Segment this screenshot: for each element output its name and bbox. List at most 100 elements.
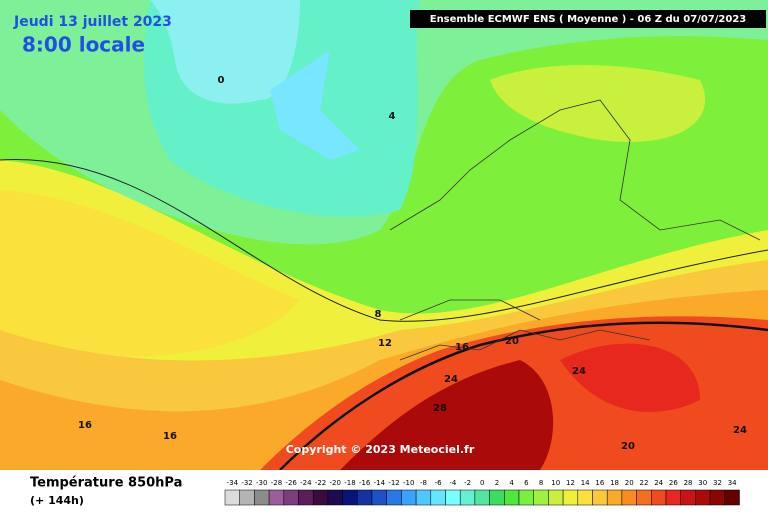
warm-atlantic — [0, 190, 300, 357]
legend-label: -14 — [374, 479, 386, 487]
footer-lead: (+ 144h) — [30, 494, 84, 507]
legend-swatch — [401, 489, 417, 506]
model-banner — [410, 10, 766, 28]
legend-swatch — [415, 489, 432, 506]
legend-swatch — [518, 489, 534, 506]
legend-label: -2 — [464, 479, 471, 487]
legend-swatch — [327, 489, 343, 506]
contour-label: 20 — [621, 441, 635, 452]
legend-swatch — [268, 489, 285, 506]
extreme-zone — [340, 360, 554, 470]
legend-label: 16 — [595, 479, 604, 487]
legend-swatch — [224, 489, 240, 506]
copyright: Copyright © 2023 Meteociel.fr — [286, 443, 475, 456]
legend-label: 2 — [495, 479, 499, 487]
legend-swatch — [724, 489, 740, 506]
legend-swatch — [533, 489, 549, 506]
legend-label: -30 — [256, 479, 267, 487]
contour-label: 24 — [733, 425, 747, 436]
legend-swatch — [709, 489, 726, 506]
legend-swatch — [577, 489, 593, 506]
legend-label: -26 — [285, 479, 297, 487]
legend-swatch — [357, 489, 373, 506]
forecast-time: 8:00 locale — [22, 33, 145, 57]
legend-swatch — [695, 489, 711, 506]
legend-swatch — [283, 489, 299, 506]
contour-label: 16 — [163, 431, 177, 442]
coastline — [389, 99, 761, 361]
legend-label: 34 — [728, 479, 737, 487]
legend-swatch — [489, 489, 505, 506]
legend-label: 30 — [698, 479, 707, 487]
legend-label: 0 — [480, 479, 484, 487]
contour-label: 24 — [572, 366, 586, 377]
contour-label: 4 — [389, 111, 396, 122]
contour-label: 0 — [218, 75, 225, 86]
legend-label: 12 — [566, 479, 575, 487]
legend-swatch — [621, 489, 637, 506]
footer-title: Température 850hPa — [30, 476, 182, 491]
legend-label: 26 — [669, 479, 678, 487]
contour-label: 24 — [444, 374, 458, 385]
contour-label: 8 — [375, 309, 382, 320]
legend-label: -18 — [344, 479, 355, 487]
contour-line — [0, 158, 768, 322]
legend-label: -12 — [388, 479, 399, 487]
legend-swatch — [680, 489, 696, 506]
model-info: Ensemble ECMWF ENS ( Moyenne ) - 06 Z du… — [430, 14, 747, 25]
legend-label: -6 — [435, 479, 443, 487]
legend-label: -10 — [403, 479, 414, 487]
legend-swatch — [592, 489, 608, 506]
legend-swatch — [342, 489, 358, 506]
scandinavia-warm — [490, 65, 706, 142]
legend-swatch — [459, 489, 476, 506]
legend-swatch — [651, 489, 667, 506]
legend-label: -20 — [330, 479, 341, 487]
legend-label: -8 — [420, 479, 427, 487]
legend-label: 32 — [713, 479, 722, 487]
legend-swatch — [298, 489, 314, 506]
contour-label: 16 — [78, 420, 92, 431]
legend-swatch — [548, 489, 564, 506]
greenland-tip — [270, 50, 360, 160]
legend-label: -22 — [315, 479, 326, 487]
legend-swatch — [665, 489, 681, 506]
legend-label: -16 — [359, 479, 371, 487]
legend-swatch — [445, 489, 461, 506]
legend-label: 22 — [639, 479, 648, 487]
legend-label: 6 — [524, 479, 529, 487]
legend-label: -34 — [227, 479, 239, 487]
legend-label: 8 — [539, 479, 543, 487]
legend-swatch — [430, 489, 446, 506]
legend-swatch — [562, 489, 579, 506]
legend-label: 14 — [581, 479, 590, 487]
legend-swatch — [474, 489, 490, 506]
contour-label: 12 — [378, 338, 392, 349]
legend-swatch — [386, 489, 402, 506]
legend-label: 20 — [625, 479, 634, 487]
legend-label: -24 — [300, 479, 312, 487]
legend-label: -32 — [241, 479, 252, 487]
legend-label: 10 — [551, 479, 560, 487]
legend-label: -28 — [271, 479, 282, 487]
greenland-ice — [150, 0, 300, 104]
contour-label: 28 — [433, 403, 447, 414]
legend-label: 24 — [654, 479, 663, 487]
legend-label: 28 — [684, 479, 693, 487]
legend-swatch — [504, 489, 520, 506]
contour-label: 16 — [455, 342, 469, 353]
legend-swatch — [636, 489, 652, 506]
contour-label: 20 — [505, 336, 519, 347]
legend-label: -4 — [449, 479, 457, 487]
contour-line — [279, 321, 768, 471]
legend-swatch — [312, 489, 329, 506]
legend-swatch — [606, 489, 623, 506]
legend-swatch — [239, 489, 255, 506]
balkan-heat — [560, 343, 700, 412]
legend-label: 18 — [610, 479, 619, 487]
forecast-date: Jeudi 13 juillet 2023 — [13, 14, 172, 30]
legend-label: 4 — [509, 479, 514, 487]
legend-swatch — [254, 489, 270, 506]
